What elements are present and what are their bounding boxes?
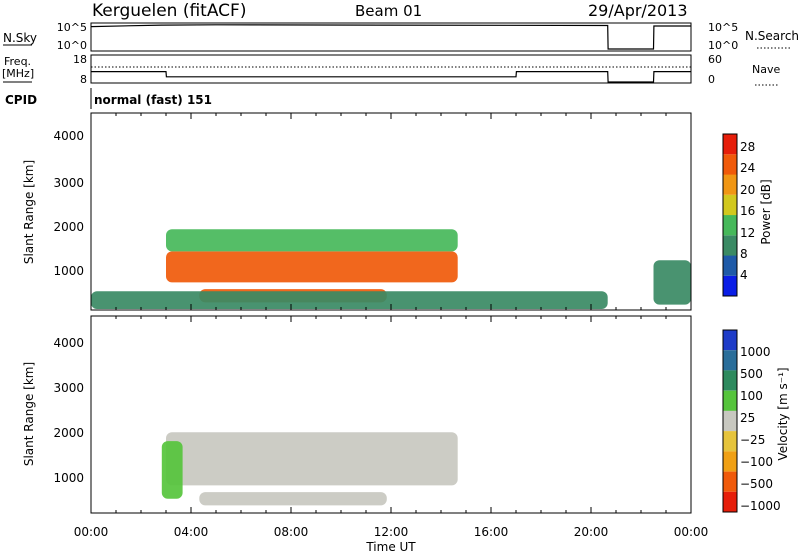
- velocity-cbar-swatch-0: [723, 330, 737, 351]
- power-cbar-swatch-2: [723, 235, 737, 256]
- power-region-0: [166, 251, 458, 283]
- velocity-cbar-swatch-5: [723, 431, 737, 452]
- nsky-tick-top: 10^5: [57, 21, 87, 34]
- power-cbar-tick-20: 20: [740, 183, 755, 197]
- freq-label-2: [MHz]: [2, 67, 34, 80]
- velocity-region-0: [166, 432, 458, 486]
- velocity-region-2: [161, 441, 183, 499]
- power-colorbar: [722, 133, 738, 297]
- xtick-0000: 00:00: [74, 525, 109, 539]
- vel-cbar-tick-25: 25: [740, 411, 755, 425]
- power-ytick-2000: 2000: [53, 220, 84, 234]
- power-ytick-3000: 3000: [53, 176, 84, 190]
- xaxis-label: Time UT: [365, 540, 416, 554]
- power-cbar-swatch-5: [723, 174, 737, 195]
- cpid-value: normal (fast) 151: [94, 93, 212, 107]
- power-cbar-tick-4: 4: [740, 268, 748, 282]
- power-cbar-swatch-3: [723, 215, 737, 236]
- power-cbar-label: Power [dB]: [759, 179, 773, 244]
- power-cbar-frame: [722, 133, 738, 297]
- power-cbar-swatch-7: [723, 134, 737, 155]
- freq-tick-top: 18: [73, 53, 87, 66]
- nsky-label: N.Sky: [3, 31, 37, 45]
- xtick-1600: 16:00: [474, 525, 509, 539]
- nave-tick-bottom: 0: [708, 73, 715, 86]
- vel-cbar-tick-neg100: −100: [740, 455, 773, 469]
- power-heatmap: [91, 229, 691, 309]
- power-region-3: [91, 291, 608, 309]
- nsky-tick-bottom: 10^0: [57, 39, 87, 52]
- nave-tick-top: 60: [708, 53, 722, 66]
- nave-label: Nave: [752, 63, 780, 76]
- velocity-cbar-frame: [722, 329, 738, 513]
- power-cbar-swatch-1: [723, 255, 737, 276]
- velocity-cbar-swatch-1: [723, 350, 737, 371]
- nsky-series: [90, 24, 691, 50]
- power-cbar-tick-16: 16: [740, 204, 755, 218]
- velocity-ticks: [90, 316, 692, 513]
- power-region-1: [166, 229, 458, 252]
- velocity-region-1: [199, 492, 387, 506]
- power-ytick-1000: 1000: [53, 264, 84, 278]
- power-cbar-swatch-0: [723, 275, 737, 297]
- nsearch-label: N.Search: [745, 29, 799, 43]
- nsky-panel: [90, 22, 692, 52]
- vel-cbar-tick-neg500: −500: [740, 477, 773, 491]
- power-cbar-tick-28: 28: [740, 140, 755, 154]
- nsky-line: [90, 24, 691, 50]
- power-ylabel: Slant Range [km]: [22, 160, 36, 264]
- xtick-2400: 00:00: [674, 525, 709, 539]
- freq-line: [91, 70, 691, 83]
- nsearch-tick-top: 10^5: [708, 21, 738, 34]
- power-region-4: [653, 260, 691, 305]
- velocity-cbar-label: Velocity [m s⁻¹]: [776, 367, 790, 460]
- power-ticks: [90, 113, 692, 310]
- date-title: 29/Apr/2013: [588, 1, 688, 20]
- vel-cbar-tick-100: 100: [740, 389, 763, 403]
- freq-panel: [90, 54, 692, 84]
- xtick-0800: 08:00: [274, 525, 309, 539]
- power-cbar-tick-8: 8: [740, 247, 748, 261]
- velocity-heatmap: [161, 432, 458, 506]
- power-ytick-4000: 4000: [53, 129, 84, 143]
- vel-ytick-2000: 2000: [53, 426, 84, 440]
- power-cbar-swatch-6: [723, 154, 737, 175]
- vel-cbar-tick-500: 500: [740, 367, 763, 381]
- beam-title: Beam 01: [355, 2, 422, 20]
- velocity-cbar-swatch-4: [723, 410, 737, 432]
- velocity-colorbar: [722, 329, 738, 513]
- station-title: Kerguelen (fitACF): [92, 1, 246, 21]
- velocity-cbar-swatch-2: [723, 370, 737, 391]
- power-cbar-tick-12: 12: [740, 226, 755, 240]
- xtick-0400: 04:00: [174, 525, 209, 539]
- velocity-ylabel: Slant Range [km]: [22, 362, 36, 466]
- velocity-cbar-swatch-6: [723, 451, 737, 472]
- vel-ytick-3000: 3000: [53, 381, 84, 395]
- freq-label-1: Freq.: [4, 55, 31, 68]
- velocity-cbar-swatch-3: [723, 390, 737, 411]
- power-cbar-tick-24: 24: [740, 161, 755, 175]
- vel-ytick-4000: 4000: [53, 336, 84, 350]
- power-cbar-swatch-4: [723, 194, 737, 216]
- velocity-cbar-swatch-8: [723, 491, 737, 512]
- nsearch-tick-bottom: 10^0: [708, 39, 738, 52]
- vel-cbar-tick-1000: 1000: [740, 345, 771, 359]
- cpid-label: CPID: [5, 93, 37, 107]
- velocity-cbar-swatch-7: [723, 471, 737, 492]
- xtick-2000: 20:00: [574, 525, 609, 539]
- freq-tick-bottom: 8: [80, 73, 87, 86]
- vel-ytick-1000: 1000: [53, 471, 84, 485]
- vel-cbar-tick-neg1000: −1000: [740, 499, 781, 513]
- vel-cbar-tick-neg25: −25: [740, 433, 765, 447]
- freq-series: [91, 70, 691, 83]
- xtick-1200: 12:00: [374, 525, 409, 539]
